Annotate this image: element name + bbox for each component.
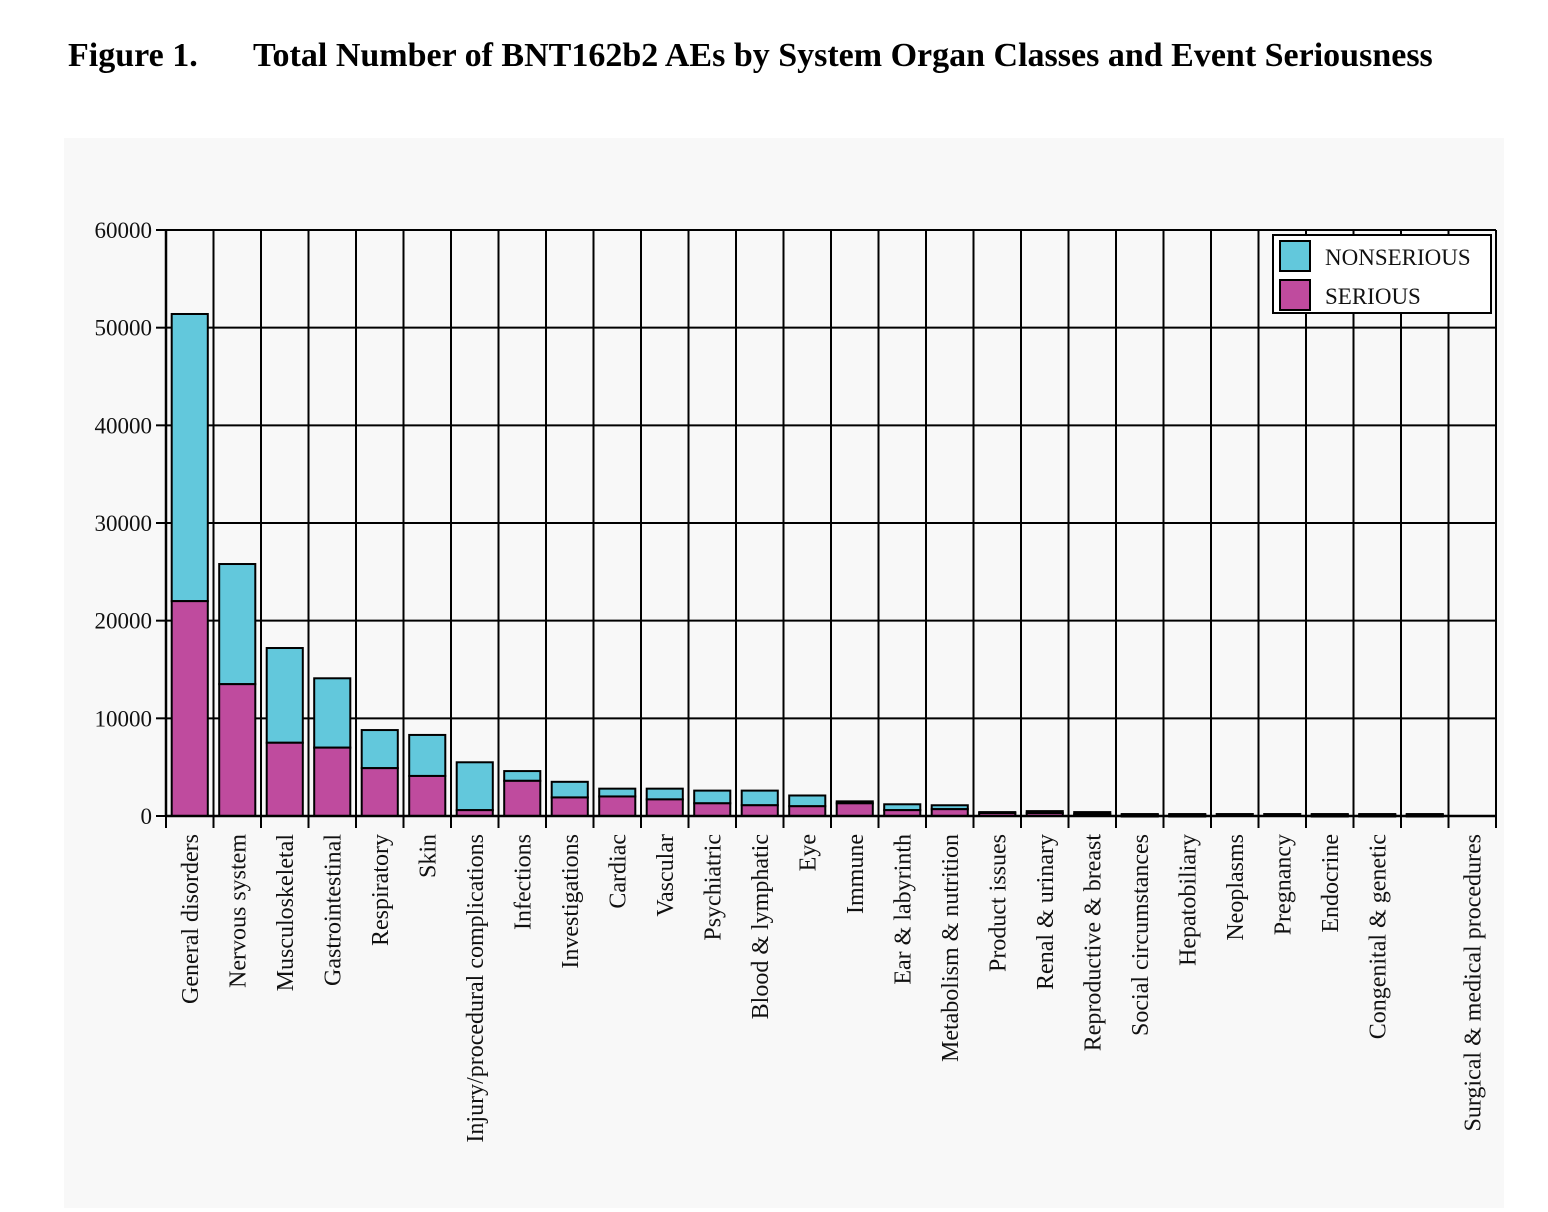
x-tick-label: Endocrine (1318, 834, 1344, 933)
bar-nonserious (408, 733, 447, 777)
x-tick-label: Social circumstances (1128, 834, 1154, 1036)
bar-nonserious (313, 677, 352, 749)
bar-serious (693, 802, 732, 818)
bar-group (598, 787, 637, 818)
bar-serious (550, 796, 589, 818)
x-tick-label: Product issues (985, 834, 1011, 972)
bar-group (740, 789, 779, 817)
bar-serious (170, 600, 209, 817)
bar-group (313, 677, 352, 818)
x-tick-label: General disorders (178, 834, 204, 1004)
x-tick-label: Congenital & genetic (1365, 834, 1391, 1039)
y-tick-label: 50000 (95, 316, 153, 341)
bar-group (265, 647, 304, 817)
bar-group (788, 794, 827, 818)
legend-swatch (1279, 240, 1311, 272)
bar-group (550, 780, 589, 818)
bar-group (170, 312, 209, 817)
bar-serious (503, 779, 542, 818)
y-tick-label: 60000 (95, 218, 153, 243)
bar-group (360, 729, 399, 817)
x-tick-label: Hepatobiliary (1175, 834, 1201, 966)
x-tick-label: Injury/procedural complications (463, 834, 489, 1143)
y-tick-label: 20000 (95, 609, 153, 634)
bar-serious (598, 795, 637, 818)
x-tick-label: Immune (843, 834, 869, 914)
x-tick-label: Eye (795, 834, 821, 871)
bar-serious (265, 741, 304, 817)
x-tick-label: Ear & labyrinth (890, 834, 916, 985)
figure-title: Total Number of BNT162b2 AEs by System O… (253, 37, 1433, 74)
bar-group (408, 733, 447, 817)
figure-label: Figure 1. (68, 37, 198, 74)
bar-group (455, 761, 494, 818)
bar-nonserious (455, 761, 494, 812)
bar-group (693, 789, 732, 818)
x-tick-label: Neoplasms (1223, 834, 1249, 941)
chart-panel: 0 10000 20000 30000 40000 50000 60000 General d… (64, 138, 1504, 1208)
stacked-bar-chart: 0 10000 20000 30000 40000 50000 60000 General d… (95, 218, 1497, 1143)
bar-group (978, 811, 1017, 818)
x-tick-label: Pregnancy (1270, 834, 1296, 935)
x-tick-label: Musculoskeletal (273, 834, 299, 992)
bar-group (503, 770, 542, 818)
bar-nonserious (265, 647, 304, 744)
bar-serious (645, 798, 684, 817)
grid-lines (165, 229, 1497, 817)
bar-serious (835, 802, 874, 818)
x-tick-label: Renal & urinary (1033, 834, 1059, 990)
bar-serious (360, 767, 399, 817)
y-tick-label: 30000 (95, 511, 153, 536)
bar-serious (408, 774, 447, 817)
bar-group (835, 800, 874, 818)
bar-group (645, 787, 684, 817)
bar-group (218, 563, 257, 818)
bar-group (883, 803, 922, 818)
x-tick-label: Skin (415, 834, 441, 878)
axes: 0 10000 20000 30000 40000 50000 60000 General d… (95, 218, 1497, 1143)
bar-nonserious (360, 729, 399, 770)
x-tick-label: Respiratory (368, 834, 394, 946)
x-tick-label: Nervous system (225, 834, 251, 988)
bar-nonserious (645, 787, 684, 801)
bar-serious (218, 683, 257, 818)
x-tick-label: Psychiatric (700, 834, 726, 941)
x-tick-label: Surgical & medical procedures (1460, 834, 1486, 1131)
legend-label: SERIOUS (1325, 284, 1421, 309)
legend: NONSERIOUS SERIOUS (1272, 234, 1492, 314)
bar-nonserious (170, 312, 209, 603)
y-tick-label: 40000 (95, 413, 153, 438)
bar-group (930, 804, 969, 817)
bar-nonserious (598, 787, 637, 798)
bar-nonserious (218, 563, 257, 686)
legend-swatch (1279, 279, 1311, 311)
bars (170, 312, 1444, 818)
bar-nonserious (788, 794, 827, 808)
y-tick-label: 10000 (95, 706, 153, 731)
y-tick-label: 0 (141, 804, 153, 829)
x-tick-label: Vascular (653, 834, 679, 917)
x-tick-label: Gastrointestinal (320, 834, 346, 986)
bar-nonserious (550, 780, 589, 799)
x-tick-label: Investigations (558, 834, 584, 969)
bar-nonserious (740, 789, 779, 807)
bar-serious (313, 746, 352, 818)
legend-label: NONSERIOUS (1325, 245, 1471, 270)
x-tick-label: Blood & lymphatic (748, 834, 774, 1019)
bar-nonserious (503, 770, 542, 782)
x-tick-label: Infections (510, 834, 536, 930)
x-tick-label: Cardiac (605, 834, 631, 909)
x-tick-label: Reproductive & breast (1080, 834, 1106, 1052)
bar-serious (740, 804, 779, 817)
x-tick-label: Metabolism & nutrition (938, 834, 964, 1062)
bar-serious (788, 805, 827, 818)
bar-nonserious (693, 789, 732, 805)
